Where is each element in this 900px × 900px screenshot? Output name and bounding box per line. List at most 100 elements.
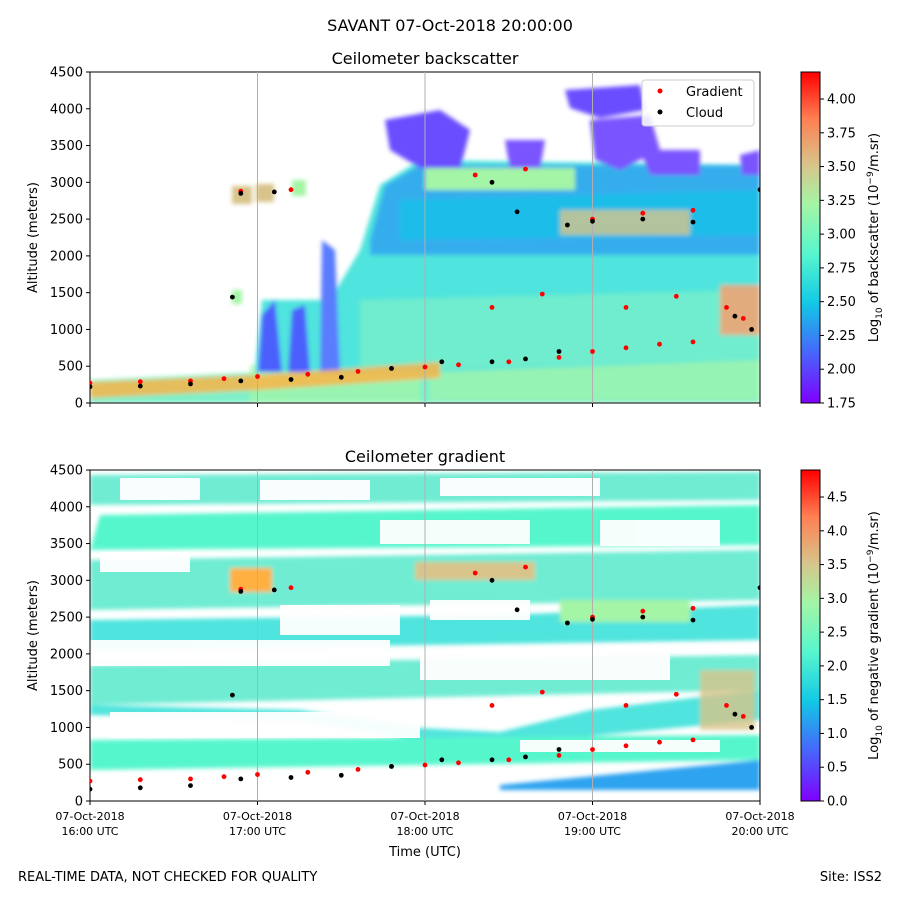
- backscatter-cloud-point: [732, 313, 738, 319]
- backscatter-gradient-point: [506, 359, 512, 365]
- backscatter-cloud-point: [590, 218, 595, 224]
- gradient-xtick-label-date: 07-Oct-2018: [390, 810, 459, 823]
- backscatter-gradient-point: [472, 172, 478, 178]
- gradient-xtick-label-time: 19:00 UTC: [564, 825, 621, 838]
- gradient-cloud-point: [137, 785, 143, 791]
- backscatter-cloud-point: [238, 191, 244, 196]
- gradient-gradient-point: [690, 605, 696, 611]
- backscatter-gradient-point: [456, 362, 461, 368]
- backscatter-ytick-label: 4000: [50, 102, 83, 117]
- gradient-xtick-label-time: 20:00 UTC: [731, 825, 788, 838]
- gradient-gradient-point: [556, 753, 562, 758]
- gradient-colorbar-label: Log10 of negative gradient (10−9/m.sr): [866, 511, 885, 760]
- gradient-gradient-point: [255, 772, 260, 777]
- quality-disclaimer: REAL-TIME DATA, NOT CHECKED FOR QUALITY: [18, 870, 318, 885]
- backscatter-cloud-point: [90, 384, 93, 390]
- backscatter-colorbar-tick-label: 2.50: [827, 295, 856, 310]
- backscatter-gradient-point: [90, 380, 93, 386]
- backscatter-colorbar-tick-label: 3.50: [827, 160, 856, 175]
- backscatter-gradient-point: [255, 374, 260, 379]
- backscatter-y-axis-label: Altitude (meters): [26, 182, 41, 293]
- backscatter-gradient-point: [724, 305, 729, 310]
- gradient-gradient-point: [673, 691, 679, 697]
- gradient-cloud-point: [389, 764, 394, 769]
- backscatter-cloud-point: [690, 219, 696, 225]
- backscatter-ytick-label: 500: [58, 360, 83, 375]
- backscatter-cloud-point: [338, 374, 344, 380]
- backscatter-gradient-point: [489, 305, 495, 310]
- backscatter-ytick-label: 2500: [50, 213, 83, 228]
- gradient-ytick-label: 4000: [50, 500, 83, 515]
- gradient-colorbar-tick-label: 0.0: [827, 795, 848, 810]
- backscatter-gradient-point: [740, 316, 746, 321]
- gradient-cloud-point: [489, 757, 495, 763]
- gradient-x-axis-label: Time (UTC): [388, 845, 461, 860]
- gradient-colorbar-tick-label: 2.0: [827, 659, 848, 674]
- gradient-cloud-point: [271, 587, 277, 593]
- gradient-gradient-point: [590, 747, 595, 752]
- backscatter-cloud-point: [230, 294, 235, 300]
- backscatter-colorbar-tick-label: 2.00: [827, 363, 856, 378]
- gradient-gradient-point: [188, 776, 193, 782]
- gradient-gradient-point: [288, 585, 294, 591]
- legend: Gradient Cloud: [641, 79, 755, 127]
- gradient-xtick-label-time: 16:00 UTC: [61, 825, 118, 838]
- backscatter-gradient-point: [640, 210, 646, 216]
- backscatter-cloud-point: [271, 189, 277, 195]
- gradient-cloud-point: [556, 747, 562, 752]
- gradient-gradient-point: [137, 777, 143, 783]
- gradient-gradient-point: [640, 608, 646, 614]
- backscatter-colorbar: [800, 71, 821, 404]
- backscatter-cloud-point: [288, 377, 294, 382]
- gradient-gradient-point: [489, 703, 495, 708]
- gradient-xtick-label-date: 07-Oct-2018: [55, 810, 124, 823]
- legend-gradient-marker: [657, 88, 663, 94]
- gradient-gradient-point: [422, 762, 428, 768]
- legend-gradient-label: Gradient: [686, 85, 743, 100]
- gradient-xtick-label-date: 07-Oct-2018: [223, 810, 292, 823]
- backscatter-ytick-label: 2000: [50, 249, 83, 264]
- backscatter-cloud-point: [188, 381, 193, 387]
- gradient-panel-title: Ceilometer gradient: [345, 447, 505, 466]
- backscatter-cloud-point: [556, 349, 562, 354]
- gradient-xtick-label-date: 07-Oct-2018: [725, 810, 794, 823]
- gradient-ytick-label: 3500: [50, 537, 83, 552]
- gradient-colorbar-tick-label: 2.5: [827, 626, 848, 641]
- backscatter-gradient-point: [221, 376, 227, 382]
- backscatter-gradient-point: [556, 355, 562, 360]
- gradient-xtick-label-date: 07-Oct-2018: [558, 810, 627, 823]
- gradient-cloud-point: [523, 754, 528, 760]
- gradient-gradient-point: [506, 757, 512, 763]
- gradient-cloud-point: [288, 775, 294, 780]
- backscatter-gradient-point: [355, 369, 361, 374]
- backscatter-ytick-label: 3500: [50, 139, 83, 154]
- backscatter-cloud-point: [489, 179, 495, 185]
- backscatter-cloud-point: [523, 356, 528, 362]
- backscatter-gradient-point: [690, 207, 696, 213]
- gradient-cloud-point: [514, 607, 520, 613]
- gradient-gradient-point: [690, 737, 696, 743]
- gradient-gradient-point: [221, 774, 227, 780]
- backscatter-gradient-point: [523, 166, 528, 172]
- backscatter-gradient-point: [690, 339, 696, 345]
- backscatter-cloud-point: [389, 366, 394, 371]
- backscatter-cloud-point: [439, 359, 445, 365]
- backscatter-colorbar-tick-label: 2.75: [827, 261, 856, 276]
- legend-cloud-marker: [657, 109, 663, 115]
- gradient-colorbar: [800, 469, 821, 802]
- legend-cloud-label: Cloud: [686, 106, 723, 121]
- gradient-colorbar-tick-label: 4.0: [827, 524, 848, 539]
- backscatter-ytick-label: 1500: [50, 286, 83, 301]
- gradient-gradient-point: [472, 570, 478, 576]
- gradient-gradient-point: [623, 703, 629, 708]
- gradient-cloud-point: [238, 776, 244, 782]
- gradient-cloud-point: [749, 725, 754, 730]
- site-label: Site: ISS2: [819, 870, 882, 885]
- backscatter-ytick-label: 3000: [50, 176, 83, 191]
- gradient-gradient-point: [724, 703, 729, 708]
- gradient-gradient-point: [623, 743, 629, 749]
- gradient-gradient-point: [355, 767, 361, 772]
- backscatter-cloud-point: [238, 378, 244, 384]
- gradient-colorbar-tick-label: 1.5: [827, 693, 848, 708]
- backscatter-colorbar-tick-label: 3.75: [827, 126, 856, 141]
